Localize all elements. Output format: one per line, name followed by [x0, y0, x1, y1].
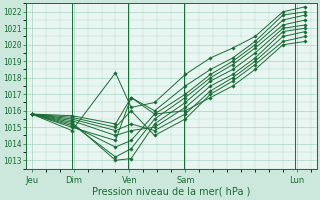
X-axis label: Pression niveau de la mer( hPa ): Pression niveau de la mer( hPa ): [92, 187, 251, 197]
